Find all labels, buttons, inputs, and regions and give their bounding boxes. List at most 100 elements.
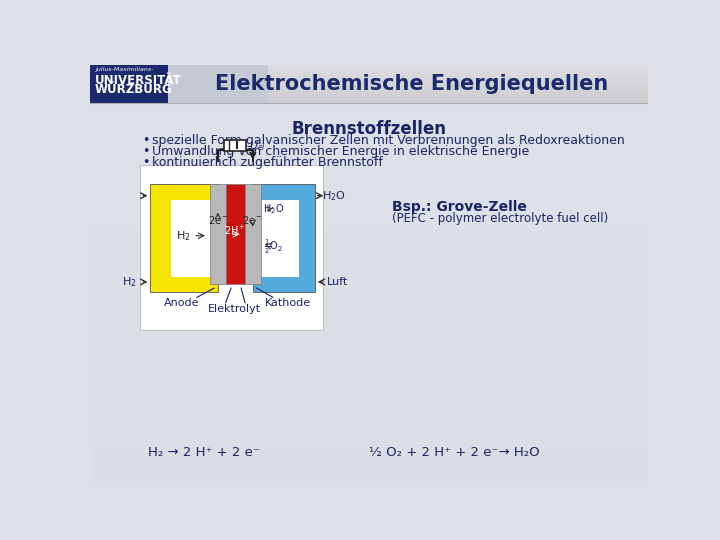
Bar	[90, 155, 648, 156]
Bar	[90, 292, 648, 293]
Bar	[90, 219, 648, 220]
Bar	[90, 183, 648, 184]
Bar	[90, 184, 648, 185]
Bar	[90, 351, 648, 352]
Bar	[90, 305, 648, 306]
Bar	[90, 319, 648, 320]
Bar	[90, 427, 648, 428]
Bar	[90, 325, 648, 326]
Text: Luft: Luft	[327, 277, 348, 287]
Bar	[90, 316, 648, 318]
Bar	[90, 437, 648, 438]
Bar	[90, 132, 648, 133]
Bar	[90, 167, 648, 168]
Bar	[90, 470, 648, 471]
Bar	[90, 296, 648, 298]
Bar	[90, 477, 648, 478]
Bar	[90, 110, 648, 111]
Bar	[90, 165, 648, 166]
Bar	[90, 148, 648, 150]
Bar	[90, 300, 648, 301]
Bar	[90, 82, 648, 83]
Bar	[90, 129, 648, 130]
Text: 2H$^+$: 2H$^+$	[224, 224, 246, 237]
Bar	[90, 116, 648, 117]
Bar	[90, 262, 648, 264]
Bar	[90, 401, 648, 402]
Bar	[90, 414, 648, 415]
Bar	[90, 345, 648, 346]
Bar	[90, 194, 648, 195]
Bar	[90, 228, 648, 229]
Bar	[90, 386, 648, 387]
Bar	[90, 88, 648, 89]
Bar	[90, 94, 648, 95]
Bar	[90, 236, 648, 237]
Bar	[225, 184, 245, 284]
Bar	[90, 318, 648, 319]
Bar	[90, 365, 648, 366]
Bar	[90, 154, 648, 155]
Bar	[90, 93, 648, 94]
Bar	[253, 200, 300, 276]
Text: H$_2$O: H$_2$O	[323, 189, 346, 202]
Bar	[90, 354, 648, 355]
Bar	[90, 326, 648, 327]
Bar	[90, 340, 648, 341]
Bar	[90, 200, 648, 201]
Bar	[90, 323, 648, 325]
Text: 2e$^-$: 2e$^-$	[207, 214, 228, 226]
Bar	[90, 369, 648, 370]
Bar	[90, 226, 648, 227]
Bar	[90, 206, 648, 207]
Bar	[90, 244, 648, 245]
Bar	[90, 191, 648, 192]
Bar	[90, 398, 648, 399]
Bar	[90, 382, 648, 383]
Bar	[90, 90, 648, 91]
Text: kontinuierlich zugeführter Brennstoff: kontinuierlich zugeführter Brennstoff	[152, 156, 383, 168]
Bar	[90, 402, 648, 403]
Bar	[90, 315, 648, 316]
Bar	[90, 450, 648, 451]
Bar	[90, 418, 648, 419]
Bar	[90, 480, 648, 481]
Bar	[90, 372, 648, 373]
Bar	[90, 215, 648, 217]
Bar	[90, 332, 648, 333]
Text: •: •	[142, 134, 150, 147]
Bar	[90, 145, 648, 146]
Bar	[90, 313, 648, 314]
Bar	[90, 114, 648, 115]
Bar	[90, 364, 648, 365]
Bar	[90, 227, 648, 228]
Bar	[90, 425, 648, 426]
Bar	[90, 264, 648, 265]
Bar	[90, 334, 648, 335]
Bar	[90, 457, 648, 458]
Bar	[90, 472, 648, 473]
Bar	[90, 257, 648, 258]
Bar	[90, 115, 648, 116]
Bar	[90, 358, 648, 359]
Bar	[90, 130, 648, 131]
Bar	[90, 178, 648, 179]
Bar	[90, 193, 648, 194]
Bar	[90, 333, 648, 334]
Bar	[90, 125, 648, 126]
Bar	[90, 464, 648, 465]
Bar	[90, 274, 648, 275]
Bar	[90, 423, 648, 424]
Bar	[90, 413, 648, 414]
Bar	[90, 374, 648, 375]
Bar	[90, 409, 648, 410]
Bar	[90, 448, 648, 449]
Bar	[90, 347, 648, 348]
Bar	[90, 87, 648, 88]
Bar	[90, 447, 648, 448]
Bar	[90, 384, 648, 385]
Bar	[90, 439, 648, 440]
Bar	[90, 211, 648, 212]
Bar	[90, 107, 648, 108]
Bar	[90, 169, 648, 170]
